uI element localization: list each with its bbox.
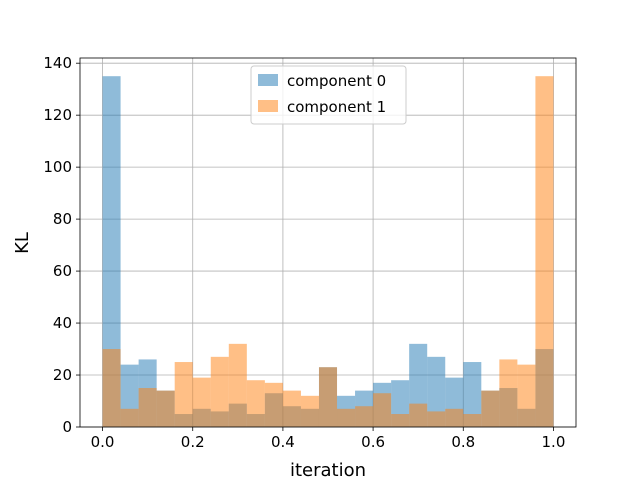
x-axis-ticks: 0.0 0.2 0.4 0.6 0.8 1.0 (91, 427, 566, 451)
bar-component-1 (499, 359, 518, 427)
x-axis-label: iteration (290, 460, 366, 480)
bar-component-1 (337, 408, 356, 427)
y-tick-label: 20 (53, 366, 72, 384)
bar-component-1 (192, 377, 211, 427)
legend-label-component-0: component 0 (287, 72, 386, 90)
x-tick-label: 0.8 (451, 433, 475, 451)
bar-component-1 (427, 411, 446, 427)
bar-component-1 (228, 343, 247, 427)
bar-component-1 (300, 395, 319, 427)
bar-component-1 (481, 390, 500, 427)
y-tick-label: 120 (43, 106, 72, 124)
bar-component-1 (282, 390, 301, 427)
bar-component-1 (138, 388, 157, 427)
y-tick-label: 140 (43, 54, 72, 72)
x-tick-label: 0.2 (181, 433, 205, 451)
bar-layer (102, 76, 554, 428)
bar-component-1 (373, 393, 392, 427)
legend: component 0 component 1 (250, 65, 407, 125)
y-tick-label: 0 (62, 418, 72, 436)
bar-component-1 (517, 364, 536, 427)
bar-component-1 (264, 382, 283, 427)
y-tick-label: 40 (53, 314, 72, 332)
bar-component-1 (318, 367, 338, 427)
y-axis-label: KL (12, 232, 33, 254)
legend-swatch-component-1 (258, 100, 278, 112)
bar-component-1 (156, 390, 175, 427)
y-axis-ticks: 0 20 40 60 80 100 120 140 (43, 54, 80, 436)
x-tick-label: 0.4 (271, 433, 295, 451)
bar-component-1 (174, 362, 193, 427)
x-tick-label: 1.0 (542, 433, 566, 451)
plot-frame (79, 57, 577, 428)
bar-component-1 (246, 380, 265, 427)
x-tick-label: 0.6 (361, 433, 385, 451)
bar-component-1 (355, 406, 374, 427)
bar-component-0 (102, 76, 121, 428)
bar-component-1 (409, 403, 428, 427)
x-tick-label: 0.0 (91, 433, 115, 451)
legend-box (250, 65, 407, 125)
bar-component-1 (102, 349, 121, 427)
bar-component-1 (120, 408, 139, 427)
y-tick-label: 60 (53, 262, 72, 280)
legend-label-component-1: component 1 (287, 98, 386, 116)
bar-component-1 (391, 414, 410, 427)
y-tick-label: 80 (53, 210, 72, 228)
bar-component-1 (535, 76, 554, 428)
bar-component-0 (427, 356, 446, 427)
bar-component-1 (445, 408, 464, 427)
legend-swatch-component-0 (258, 74, 278, 86)
y-tick-label: 100 (43, 158, 72, 176)
bar-component-1 (463, 414, 482, 427)
bar-component-0 (463, 362, 482, 427)
bar-component-1 (210, 356, 229, 427)
